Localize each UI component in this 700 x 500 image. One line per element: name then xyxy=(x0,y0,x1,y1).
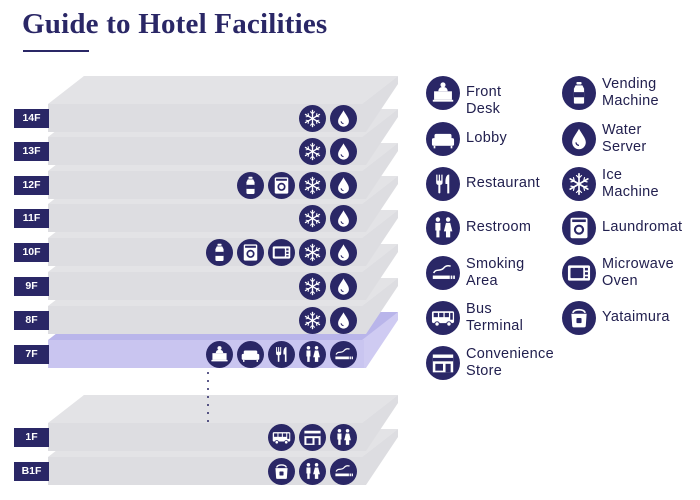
laundromat-icon xyxy=(268,172,295,199)
water-icon xyxy=(330,307,357,334)
floor-label: 12F xyxy=(14,176,49,195)
legend-label: Vending Machine xyxy=(602,76,659,109)
water-icon xyxy=(330,172,357,199)
legend-label: Yataimura xyxy=(602,309,670,325)
dot xyxy=(207,396,209,398)
restaurant-icon xyxy=(426,167,460,201)
ice-icon xyxy=(299,105,326,132)
ice-icon xyxy=(562,167,596,201)
laundromat-icon xyxy=(237,239,264,266)
water-icon xyxy=(330,138,357,165)
floor-label: 13F xyxy=(14,142,49,161)
dot xyxy=(207,412,209,414)
legend-label: Restroom xyxy=(466,219,532,235)
floor-label: B1F xyxy=(14,462,49,481)
floor-label: 1F xyxy=(14,428,49,447)
store-icon xyxy=(426,346,460,380)
dot xyxy=(207,380,209,382)
store-icon xyxy=(299,424,326,451)
microwave-icon xyxy=(562,256,596,290)
floor-label: 11F xyxy=(14,209,49,228)
ice-icon xyxy=(299,138,326,165)
legend-label: Smoking Area xyxy=(466,256,525,289)
water-icon xyxy=(330,105,357,132)
yataimura-icon xyxy=(268,458,295,485)
floor-plate xyxy=(48,395,398,423)
ice-icon xyxy=(299,239,326,266)
microwave-icon xyxy=(268,239,295,266)
ice-icon xyxy=(299,307,326,334)
front-desk-icon xyxy=(206,341,233,368)
ice-icon xyxy=(299,273,326,300)
restroom-icon xyxy=(426,211,460,245)
floor-label: 14F xyxy=(14,109,49,128)
title-underline xyxy=(23,50,89,52)
ice-icon xyxy=(299,205,326,232)
ice-icon xyxy=(299,172,326,199)
water-icon xyxy=(562,122,596,156)
legend-label: Front Desk xyxy=(466,84,502,117)
page-title: Guide to Hotel Facilities xyxy=(22,8,328,40)
restaurant-icon xyxy=(268,341,295,368)
bus-icon xyxy=(426,301,460,335)
floor-label: 8F xyxy=(14,311,49,330)
water-icon xyxy=(330,205,357,232)
vending-icon xyxy=(562,76,596,110)
vending-icon xyxy=(237,172,264,199)
vending-icon xyxy=(206,239,233,266)
restroom-icon xyxy=(330,424,357,451)
legend-label: Restaurant xyxy=(466,175,540,191)
smoking-icon xyxy=(330,341,357,368)
laundromat-icon xyxy=(562,211,596,245)
floor-label: 7F xyxy=(14,345,49,364)
legend-label: Lobby xyxy=(466,130,508,146)
smoking-icon xyxy=(426,256,460,290)
legend-label: Laundromat xyxy=(602,219,683,235)
water-icon xyxy=(330,273,357,300)
bus-icon xyxy=(268,424,295,451)
lobby-icon xyxy=(426,122,460,156)
floor-label: 9F xyxy=(14,277,49,296)
omitted-floors-dots xyxy=(207,372,211,426)
dot xyxy=(207,372,209,374)
legend-label: Bus Terminal xyxy=(466,301,524,334)
floor-label: 10F xyxy=(14,243,49,262)
dot xyxy=(207,388,209,390)
legend-label: Convenience Store xyxy=(466,346,554,379)
restroom-icon xyxy=(299,458,326,485)
legend-label: Microwave Oven xyxy=(602,256,674,289)
legend-label: Ice Machine xyxy=(602,167,659,200)
dot xyxy=(207,404,209,406)
dot xyxy=(207,420,209,422)
front-desk-icon xyxy=(426,76,460,110)
lobby-icon xyxy=(237,341,264,368)
yataimura-icon xyxy=(562,301,596,335)
floor-plate xyxy=(48,76,398,104)
legend-label: Water Server xyxy=(602,122,647,155)
smoking-icon xyxy=(330,458,357,485)
water-icon xyxy=(330,239,357,266)
restroom-icon xyxy=(299,341,326,368)
